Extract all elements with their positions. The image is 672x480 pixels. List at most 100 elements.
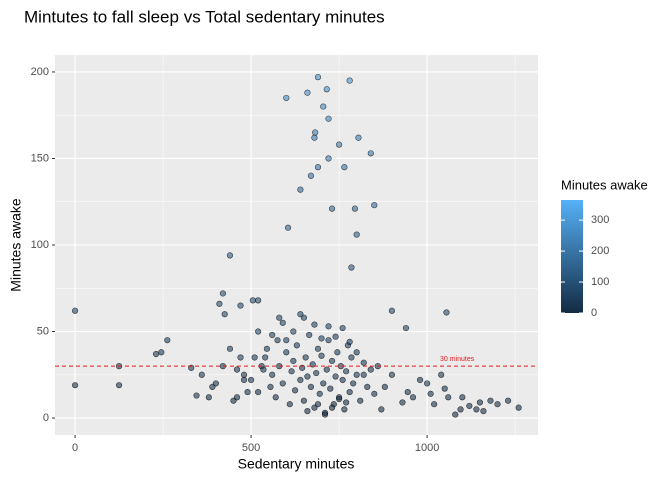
point	[325, 155, 332, 162]
point	[323, 366, 330, 373]
point	[353, 371, 360, 378]
point	[279, 319, 286, 326]
point	[297, 376, 304, 384]
point	[381, 383, 388, 390]
point	[283, 94, 290, 102]
point	[343, 368, 350, 375]
point	[341, 406, 348, 413]
point	[283, 337, 290, 344]
point	[348, 264, 355, 271]
point	[272, 394, 279, 401]
point	[367, 150, 374, 157]
point	[302, 354, 309, 361]
point	[164, 337, 171, 344]
point	[304, 373, 311, 380]
point	[314, 74, 322, 81]
point	[286, 401, 293, 408]
y-tick-label: 150	[31, 152, 49, 164]
point	[240, 376, 248, 384]
y-tick-label: 0	[43, 412, 49, 424]
point	[307, 172, 315, 179]
point	[327, 385, 334, 392]
point	[353, 349, 360, 356]
point	[304, 89, 311, 96]
colorbar-label: 200	[591, 245, 609, 257]
point	[364, 383, 371, 390]
point	[269, 331, 276, 339]
point	[348, 354, 355, 361]
chart-title: Mintutes to fall sleep vs Total sedentar…	[24, 7, 385, 26]
point	[388, 371, 396, 378]
point	[284, 224, 292, 231]
point	[313, 369, 320, 377]
point	[504, 397, 512, 404]
point	[360, 359, 367, 366]
point	[240, 371, 248, 378]
point	[318, 352, 325, 359]
colorbar-label: 100	[591, 276, 609, 288]
point	[441, 385, 448, 392]
point	[367, 366, 374, 373]
point	[71, 382, 79, 389]
point	[360, 371, 367, 378]
point	[233, 366, 241, 373]
point	[424, 380, 431, 387]
x-tick-label: 500	[242, 442, 260, 454]
y-tick-label: 200	[31, 66, 49, 78]
point	[115, 382, 123, 389]
point	[314, 345, 322, 352]
y-tick-label: 100	[31, 239, 49, 251]
point	[399, 399, 406, 406]
point	[312, 129, 319, 136]
point	[351, 205, 359, 212]
point	[452, 411, 459, 418]
point	[237, 302, 244, 309]
point	[255, 297, 262, 304]
point	[276, 314, 283, 321]
point	[262, 354, 269, 361]
point	[316, 390, 323, 397]
point	[260, 366, 267, 373]
point	[443, 309, 450, 316]
point	[445, 394, 452, 401]
point	[198, 371, 205, 378]
colorbar-label: 300	[591, 214, 609, 226]
point	[328, 357, 336, 365]
point	[494, 401, 501, 408]
point	[328, 404, 336, 411]
point	[334, 349, 341, 356]
point	[350, 380, 357, 387]
point	[355, 134, 362, 141]
point	[335, 395, 343, 403]
point	[346, 77, 353, 84]
point	[431, 401, 438, 408]
point	[297, 186, 304, 193]
point	[311, 321, 318, 328]
point	[255, 388, 262, 396]
point	[307, 383, 315, 390]
point	[473, 406, 480, 413]
point	[314, 401, 322, 408]
point	[346, 338, 353, 346]
point	[323, 86, 330, 93]
point	[341, 164, 348, 171]
point	[279, 380, 286, 387]
legend-title: Minutes awake	[561, 177, 648, 192]
point	[346, 388, 353, 396]
point	[320, 103, 327, 110]
point	[300, 397, 307, 404]
point	[339, 376, 346, 384]
x-tick-label: 1000	[415, 442, 439, 454]
point	[263, 345, 271, 352]
point	[335, 141, 343, 148]
point	[321, 411, 329, 418]
point	[288, 368, 295, 375]
point	[306, 331, 313, 339]
point	[249, 297, 256, 304]
point	[216, 300, 223, 307]
point	[152, 350, 160, 358]
point	[325, 115, 332, 122]
point	[318, 335, 325, 342]
point	[409, 394, 417, 401]
point	[221, 311, 228, 318]
